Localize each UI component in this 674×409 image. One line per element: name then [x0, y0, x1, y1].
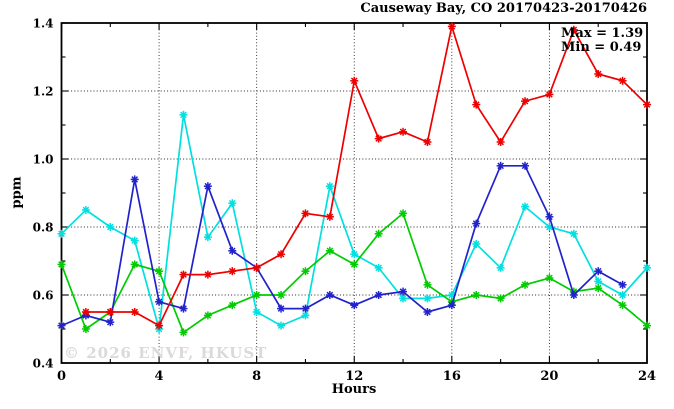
maxmin-annotation: Max = 1.39 Min = 0.49	[561, 27, 643, 55]
y-tick-label: 1.0	[33, 153, 54, 167]
x-tick-label: 12	[345, 369, 363, 384]
watermark: © 2026 ENVF, HKUST	[64, 344, 268, 362]
y-tick-label: 0.8	[33, 221, 54, 235]
x-tick-label: 8	[252, 369, 261, 384]
min-value-label: Min = 0.49	[561, 40, 642, 55]
x-tick-label: 24	[638, 369, 656, 384]
y-tick-label: 1.2	[33, 85, 54, 99]
chart-title: Causeway Bay, CO 20170423-20170426	[360, 1, 647, 16]
y-tick-label: 0.6	[33, 289, 54, 303]
y-tick-label: 1.4	[33, 17, 54, 31]
x-tick-label: 4	[155, 369, 164, 384]
y-tick-label: 0.4	[33, 357, 54, 371]
y-axis-label: ppm	[9, 176, 25, 209]
max-value-label: Max = 1.39	[561, 26, 644, 41]
x-tick-label: 16	[443, 369, 461, 384]
x-tick-label: 0	[57, 369, 66, 384]
x-axis-label: Hours	[331, 382, 377, 397]
x-tick-label: 20	[540, 369, 558, 384]
